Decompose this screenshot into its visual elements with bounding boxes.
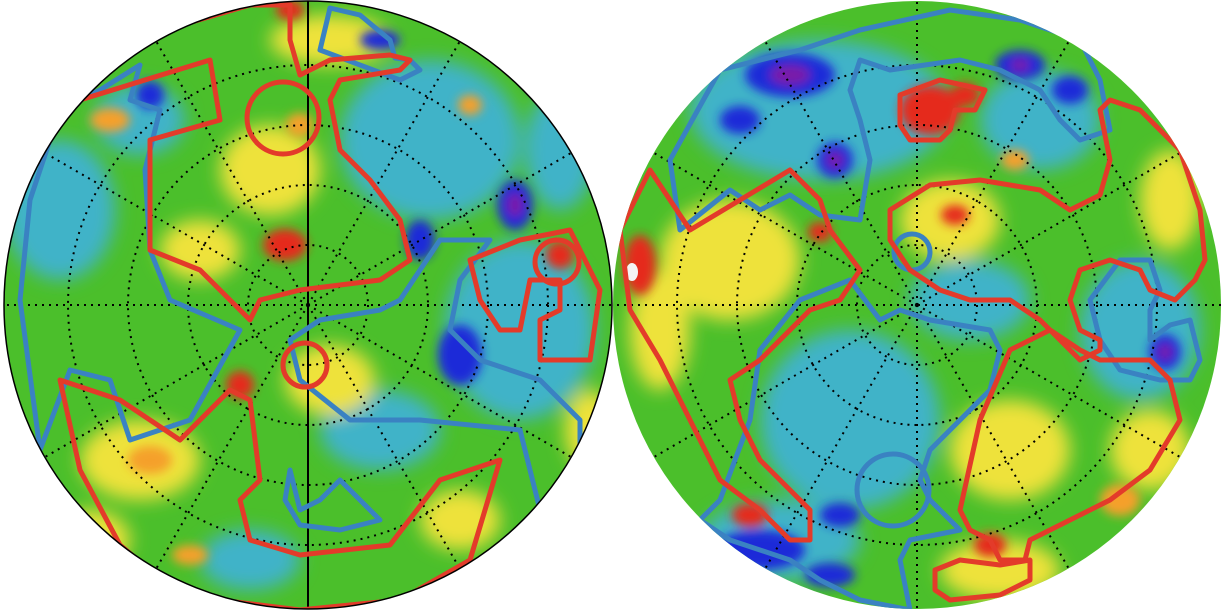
right-hemisphere <box>613 1 1221 609</box>
right-graticule <box>613 1 1221 609</box>
right-hot-cold-spots <box>624 50 1181 587</box>
right-white-spot <box>626 263 638 281</box>
right-red-regions <box>617 77 1208 603</box>
left-globe-outline <box>3 0 613 610</box>
left-hemisphere <box>3 0 613 610</box>
right-blue-regions <box>667 7 1203 609</box>
